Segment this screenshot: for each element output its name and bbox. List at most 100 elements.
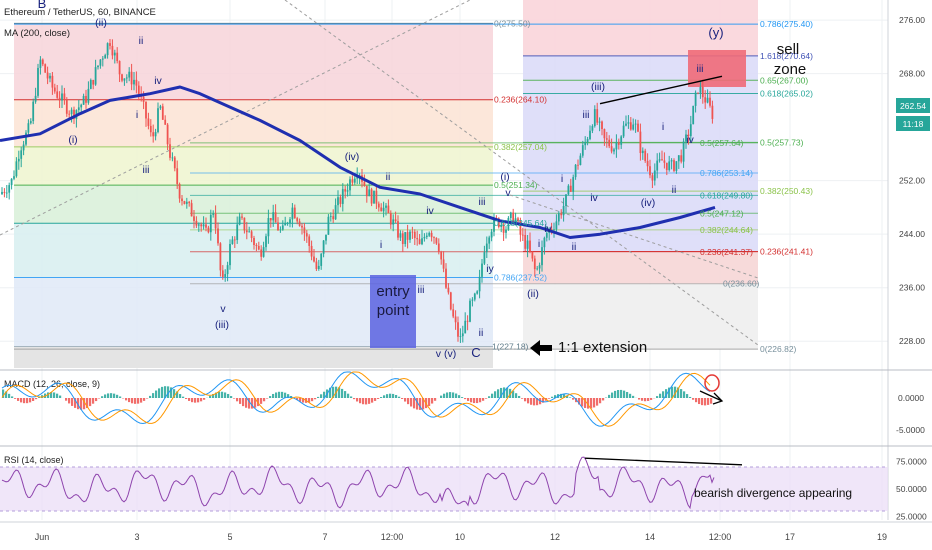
candle-body — [250, 231, 253, 238]
candle-body — [601, 121, 603, 130]
candle-body — [385, 205, 387, 208]
candle-body — [243, 217, 246, 231]
macd-bar — [554, 395, 557, 398]
fib-left-label-3: 0.5(251.34) — [494, 180, 538, 190]
wave-label-4: i — [136, 109, 138, 121]
candle-body — [483, 252, 486, 264]
rsi-legend[interactable]: RSI (14, close) — [4, 455, 64, 465]
candle-body — [233, 239, 236, 241]
macd-bar — [536, 398, 539, 406]
candle-body — [651, 175, 654, 181]
candle-body — [97, 65, 99, 68]
macd-bar — [20, 398, 23, 403]
wave-label-22: (ii) — [527, 288, 539, 300]
wave-label-15: C — [471, 345, 480, 360]
macd-bar — [470, 398, 473, 403]
candle-body — [13, 176, 15, 179]
candle-body — [629, 122, 632, 130]
macd-bar — [347, 393, 350, 398]
candle-body — [538, 265, 541, 269]
candle-body — [389, 213, 392, 225]
fib-right-label-4: 0.5(257.73) — [760, 137, 804, 147]
macd-bar — [53, 392, 56, 398]
candle-body — [123, 78, 126, 81]
macd-bar — [431, 398, 434, 404]
candle-body — [646, 160, 649, 167]
macd-bar — [524, 398, 527, 402]
candle-body — [404, 232, 407, 245]
candle-body — [397, 221, 399, 238]
macd-bar — [224, 392, 227, 398]
macd-bar — [374, 398, 377, 401]
macd-bar — [329, 387, 332, 398]
macd-bar — [2, 389, 5, 398]
candle-body — [344, 189, 347, 192]
divergence-line — [584, 457, 743, 466]
candle-body — [56, 91, 59, 98]
macd-bar — [686, 394, 689, 398]
time-axis[interactable]: Jun 3 5 7 12:00 10 12 14 12:00 17 19 — [0, 521, 932, 542]
macd-bar — [371, 398, 374, 403]
candle-body — [543, 237, 546, 248]
macd-bar — [308, 398, 311, 403]
candle-body — [305, 233, 308, 237]
candle-body — [205, 224, 207, 228]
macd-cross-circle — [704, 374, 720, 392]
entry-point-box[interactable] — [370, 275, 416, 348]
fib-right-label-1: 1.618(270.64) — [760, 51, 813, 61]
candle-body — [413, 231, 416, 238]
candle-body — [87, 88, 90, 103]
candle-body — [416, 237, 419, 240]
rsi-tick-25: 25.0000 — [896, 512, 927, 522]
macd-bar — [689, 396, 692, 398]
macd-bar — [116, 394, 119, 398]
candle-body — [226, 265, 229, 275]
macd-bar — [233, 398, 236, 399]
candle-body — [514, 218, 517, 222]
candle-body — [101, 58, 104, 60]
candle-body — [581, 145, 584, 156]
price-axis[interactable]: 276.00 268.00 252.00 244.00 236.00 228.00 262… — [887, 0, 930, 520]
candle-body — [212, 213, 215, 215]
macd-bar — [59, 395, 62, 398]
candlestick-series — [1, 38, 714, 343]
candle-body — [147, 118, 150, 126]
candle-body — [567, 185, 570, 195]
time-tick-8: 12:00 — [709, 532, 732, 542]
symbol-title[interactable]: Ethereum / TetherUS, 60, BINANCE — [4, 7, 156, 18]
candle-body — [392, 219, 395, 225]
macd-histogram — [2, 386, 713, 410]
candle-body — [589, 130, 591, 140]
rsi-pane[interactable]: RSI (14, close) bearish divergence appea… — [0, 445, 932, 522]
macd-bar — [590, 398, 593, 409]
fib-mid-label-1: 0.786(253.14) — [700, 168, 753, 178]
candle-body — [562, 205, 565, 216]
macd-bar — [602, 398, 605, 401]
ma-legend[interactable]: MA (200, close) — [4, 28, 70, 39]
macd-bar — [338, 387, 341, 398]
macd-bar — [518, 395, 521, 398]
macd-down-arrow — [699, 390, 724, 405]
candle-body — [665, 162, 668, 171]
candle-body — [591, 126, 594, 131]
candle-body — [368, 189, 371, 197]
macd-bar — [443, 393, 446, 398]
candle-body — [334, 205, 337, 220]
macd-legend[interactable]: MACD (12, 26, close, 9) — [4, 379, 100, 389]
macd-bar — [695, 398, 698, 403]
macd-bar — [428, 398, 431, 407]
macd-bar — [662, 391, 665, 398]
macd-bar — [500, 387, 503, 398]
upper-trend-line[interactable] — [599, 75, 723, 105]
candle-body — [145, 101, 147, 119]
sell-label-line1: sell — [777, 41, 800, 58]
macd-bar — [110, 393, 113, 398]
price-pane[interactable]: 0(275.50) 0.236(264.10) 0.382(257.04) 0.5(2… — [0, 0, 888, 520]
time-tick-4: 12:00 — [381, 532, 404, 542]
candle-body — [440, 251, 443, 260]
macd-pane[interactable]: MACD (12, 26, close, 9) 0.0000 -5.0000 — [0, 369, 932, 435]
sell-zone-box[interactable] — [688, 50, 746, 87]
fib-extension-right[interactable] — [14, 0, 758, 350]
macd-bar — [188, 398, 191, 401]
